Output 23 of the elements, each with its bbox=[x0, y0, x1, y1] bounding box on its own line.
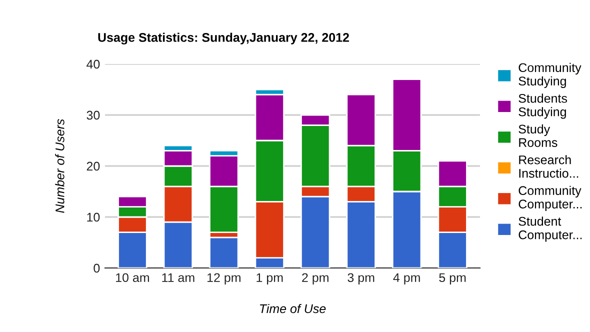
legend-label: Students Studying bbox=[518, 94, 568, 119]
y-tick-label: 10 bbox=[87, 212, 100, 222]
x-tick-label: 10 am bbox=[116, 273, 149, 282]
legend-label: Research Instructio... bbox=[519, 155, 578, 178]
x-tick-label: 3 pm bbox=[348, 273, 374, 285]
y-tick-label: 0 bbox=[94, 264, 100, 273]
legend-label: Community Studying bbox=[518, 62, 582, 88]
legend-label: Community Computer... bbox=[518, 186, 582, 211]
chart-title: Usage Statistics: Sunday,January 22, 2012 bbox=[98, 32, 349, 44]
x-axis-title: Time of Use bbox=[260, 304, 326, 314]
y-tick-label: 30 bbox=[86, 110, 100, 120]
x-tick-label: 1 pm bbox=[256, 273, 283, 285]
x-tick-label: 11 am bbox=[162, 273, 194, 282]
bar bbox=[209, 236, 239, 268]
y-tick-label: 40 bbox=[86, 60, 100, 69]
x-tick-label: 2 pm bbox=[302, 273, 328, 285]
x-tick-label: 4 pm bbox=[393, 273, 420, 285]
legend-label: Study Rooms bbox=[518, 124, 558, 148]
legend-label: Student Computer... bbox=[518, 216, 582, 242]
x-tick-label: 12 pm bbox=[207, 273, 240, 285]
y-tick-label: 20 bbox=[86, 162, 100, 171]
y-axis-title: Number of Users bbox=[55, 119, 64, 213]
x-tick-label: 5 pm bbox=[439, 273, 466, 285]
